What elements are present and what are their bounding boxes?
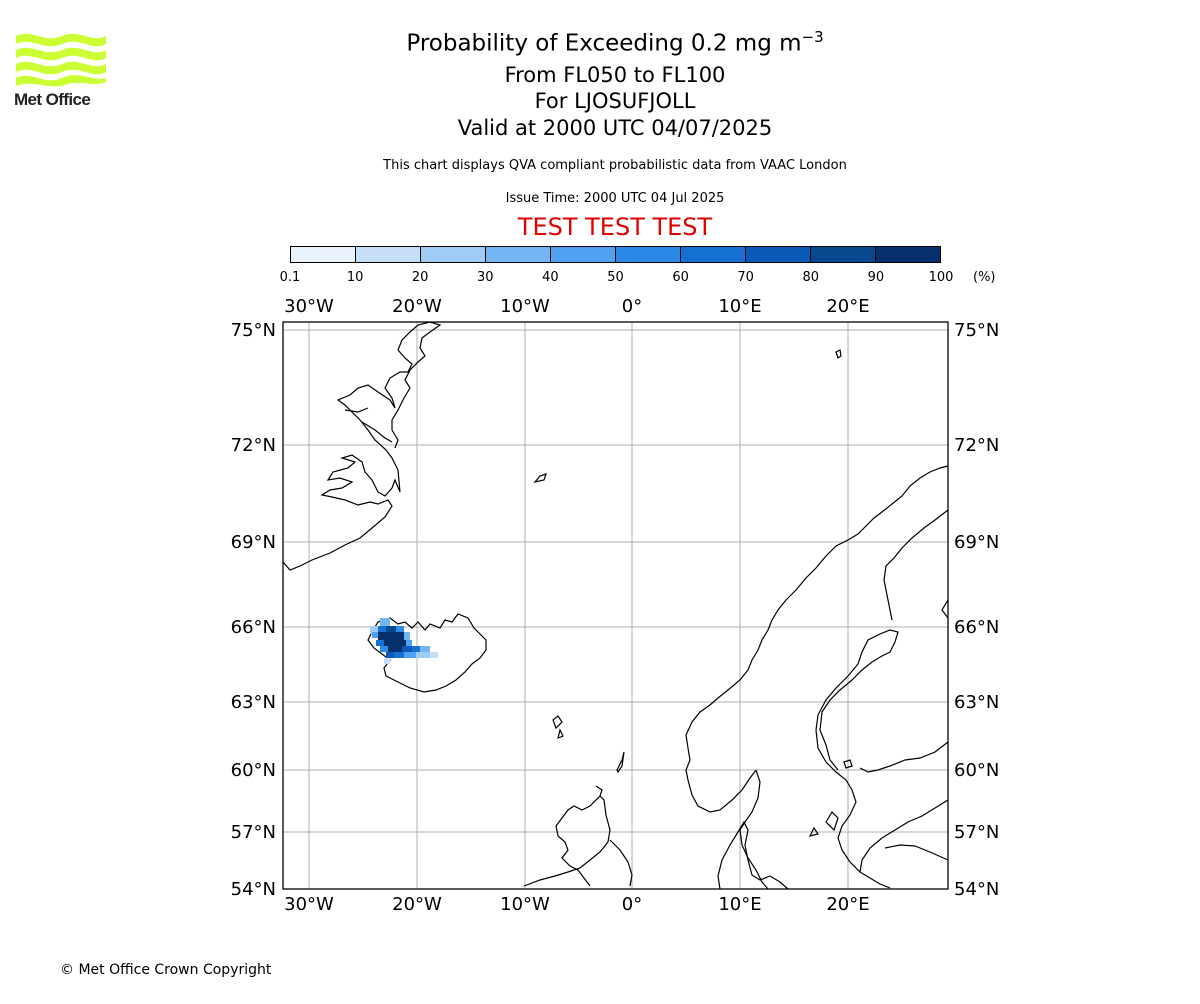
lon-label: 10°W	[500, 296, 550, 317]
lon-label: 10°E	[718, 894, 761, 915]
colorbar-tick-label: 10	[346, 270, 364, 285]
wave-logo-icon	[16, 33, 106, 87]
lat-label: 63°N	[954, 692, 999, 713]
uk-coast	[523, 795, 611, 887]
lon-label: 20°W	[392, 894, 442, 915]
flight-level-range: From FL050 to FL100	[504, 63, 726, 87]
norway-coast	[685, 465, 949, 781]
copyright: © Met Office Crown Copyright	[60, 962, 272, 978]
volcano-name: For LJOSUFJOLL	[534, 89, 696, 113]
colorbar-tick-label: 30	[477, 270, 494, 285]
colorbar-cell	[551, 247, 616, 262]
colorbar-tick-label: 80	[802, 270, 820, 285]
coastlines	[282, 321, 949, 890]
map-frame	[282, 321, 949, 890]
lon-label: 10°E	[718, 296, 761, 317]
lat-label: 63°N	[231, 692, 276, 713]
colorbar-tick-label: 60	[672, 270, 689, 285]
issue-time: Issue Time: 2000 UTC 04 Jul 2025	[505, 191, 725, 206]
lat-label: 72°N	[954, 435, 999, 456]
lat-labels-left: 75°N 72°N 69°N 66°N 63°N 60°N 57°N 54°N	[231, 320, 276, 900]
lat-label: 57°N	[954, 822, 999, 843]
probability-colorbar	[290, 246, 941, 263]
colorbar-cell	[356, 247, 421, 262]
lat-labels-right: 75°N 72°N 69°N 66°N 63°N 60°N 57°N 54°N	[954, 320, 999, 900]
lon-labels-bottom: 30°W 20°W 10°W 0° 10°E 20°E	[284, 894, 869, 915]
chart-description: This chart displays QVA compliant probab…	[383, 158, 847, 173]
colorbar-cell	[746, 247, 811, 262]
colorbar-cell	[616, 247, 681, 262]
lat-label: 75°N	[231, 320, 276, 341]
lat-label: 54°N	[231, 879, 276, 900]
lon-label: 20°W	[392, 296, 442, 317]
ash-probability-field	[370, 618, 438, 664]
colorbar-cell	[486, 247, 551, 262]
colorbar-tick-label: 90	[867, 270, 885, 285]
colorbar-tick-label: 20	[411, 270, 429, 285]
graticule	[283, 322, 948, 889]
lat-label: 60°N	[231, 760, 276, 781]
lat-label: 75°N	[954, 320, 999, 341]
lon-label: 20°E	[826, 296, 869, 317]
lat-label: 69°N	[231, 532, 276, 553]
lon-label: 30°W	[284, 296, 334, 317]
colorbar-tick-label: 0.1	[279, 270, 301, 285]
met-office-logo: Met Office	[14, 30, 110, 112]
colorbar-cell	[681, 247, 746, 262]
denmark-coast	[717, 820, 789, 890]
lon-label: 0°	[622, 296, 642, 317]
lon-label: 30°W	[284, 894, 334, 915]
lon-label: 20°E	[826, 894, 869, 915]
lon-labels-top: 30°W 20°W 10°W 0° 10°E 20°E	[284, 296, 869, 317]
lat-label: 66°N	[231, 617, 276, 638]
lat-label: 69°N	[954, 532, 999, 553]
lat-label: 57°N	[231, 822, 276, 843]
lon-label: 0°	[622, 894, 642, 915]
test-banner: TEST TEST TEST	[517, 213, 713, 241]
lat-label: 54°N	[954, 879, 999, 900]
colorbar-tick-label: 70	[737, 270, 754, 285]
greenland-coast	[282, 321, 442, 571]
colorbar-tick-label: 100	[928, 270, 954, 285]
logo-text: Met Office	[14, 90, 91, 109]
colorbar-tick-label: 50	[607, 270, 624, 285]
colorbar-cell	[421, 247, 486, 262]
chart-title: Probability of Exceeding 0.2 mg m−3	[406, 28, 824, 57]
iceland-coast	[367, 613, 487, 693]
valid-time: Valid at 2000 UTC 04/07/2025	[457, 116, 773, 140]
lat-label: 60°N	[954, 760, 999, 781]
colorbar-cell	[876, 247, 940, 262]
colorbar-tick-label: 40	[542, 270, 559, 285]
colorbar-cell	[811, 247, 876, 262]
lon-label: 10°W	[500, 894, 550, 915]
lat-label: 72°N	[231, 435, 276, 456]
colorbar-cell	[291, 247, 356, 262]
lat-label: 66°N	[954, 617, 999, 638]
colorbar-unit: (%)	[973, 270, 996, 285]
